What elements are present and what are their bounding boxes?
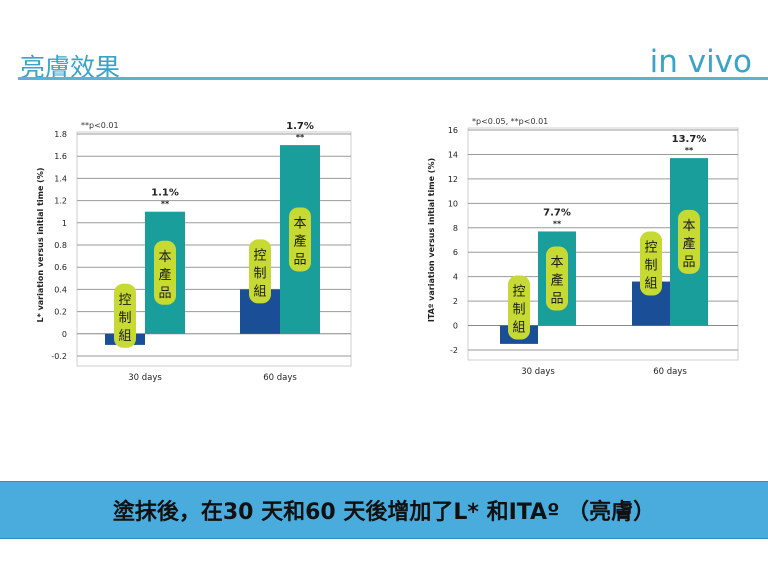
page-subtitle: in vivo	[649, 44, 752, 80]
chart1-y-tick-label: 1.4	[54, 174, 67, 183]
chart1-series-name-char: 制	[253, 266, 266, 281]
chart1-y-tick-label: -0.2	[51, 352, 67, 361]
chart1-series-name-char: 產	[293, 233, 306, 249]
chart1-plot-frame	[76, 131, 352, 367]
chart1-series-name-char: 品	[158, 286, 171, 301]
summary-banner: 塗抹後，在30 天和60 天後增加了L* 和ITAº （亮膚）	[0, 481, 768, 539]
chart2-series-name-char: 控	[512, 285, 525, 300]
chart2-y-tick-label: 10	[448, 199, 458, 208]
chart2-y-tick-label: -2	[450, 346, 458, 355]
chart1-significance-mark: **	[161, 200, 170, 209]
chart2-significance-mark: **	[553, 219, 562, 228]
chart1-significance-note: **p<0.01	[81, 121, 119, 130]
chart2-series-name-char: 制	[512, 303, 525, 318]
chart2-y-tick-label: 8	[453, 224, 458, 233]
chart1-y-tick-label: 1.2	[54, 197, 67, 206]
chart1-series-label-pill	[154, 240, 176, 305]
chart2-y-tick-label: 0	[453, 322, 458, 331]
chart1-y-tick-label: 1.8	[54, 130, 67, 139]
chart1-significance-mark: **	[296, 133, 305, 142]
chart2-data-label: 7.7%	[543, 207, 571, 218]
chart2-series-name-char: 控	[644, 241, 657, 256]
chart1-series-label-pill	[249, 239, 271, 304]
ita-bar-chart: *p<0.05, **p<0.01 -2 0 2 4 6 8 10 12 14 16 ITAº var…	[427, 117, 739, 377]
chart2-x-tick-label: 60 days	[653, 367, 687, 377]
chart2-series-name-char: 本	[550, 256, 563, 271]
chart2-y-tick-label: 16	[448, 126, 458, 135]
chart2-significance-note: *p<0.05, **p<0.01	[472, 117, 548, 126]
chart1-x-tick-label: 30 days	[128, 373, 162, 382]
chart2-series-label-pill	[640, 231, 662, 296]
chart1-y-tick-label: 1.6	[54, 152, 67, 161]
chart1-series-name-char: 控	[253, 248, 266, 263]
chart1-y-axis-label: L* variation versus initial time (%)	[36, 167, 45, 322]
chart1-series-name-char: 本	[158, 250, 171, 265]
chart2-series-name-char: 本	[682, 219, 695, 234]
chart1-y-tick-label: 0	[62, 330, 67, 339]
chart1-series-name-char: 產	[158, 267, 171, 283]
chart1-series-name-char: 品	[293, 252, 306, 267]
chart2-y-tick-label: 12	[448, 175, 458, 184]
chart2-plot-frame	[467, 127, 739, 361]
chart2-series-label-pill	[678, 209, 700, 274]
chart2-y-tick-label: 2	[453, 297, 458, 306]
chart2-x-tick-label: 30 days	[521, 367, 555, 377]
chart2-series-name-char: 品	[550, 292, 563, 307]
chart1-y-tick-label: 1	[62, 219, 67, 228]
summary-text: 塗抹後，在30 天和60 天後增加了L* 和ITAº （亮膚）	[112, 500, 656, 525]
chart1-series-name-char: 組	[253, 284, 266, 299]
chart2-series-label-pill	[546, 246, 568, 311]
chart1-series-name-char: 制	[118, 311, 131, 326]
chart1-x-tick-label: 60 days	[263, 373, 297, 382]
chart2-series-name-char: 制	[644, 259, 657, 274]
chart1-series-name-char: 組	[118, 329, 131, 344]
chart1-y-tick-label: 0.4	[54, 285, 67, 294]
title-divider	[18, 77, 768, 80]
chart1-series-label-pill	[289, 207, 311, 272]
chart1-y-tick-label: 0.8	[54, 241, 67, 250]
chart1-series-name-char: 本	[293, 216, 306, 231]
chart2-y-tick-label: 14	[448, 150, 458, 159]
l-star-bar-chart: **p<0.01 -0.2 0 0.2 0.4 0.6 0.8 1 1.2 1.4 1.6 1.8 L*…	[36, 121, 352, 382]
chart1-series-label-pill	[114, 283, 136, 348]
chart2-significance-mark: **	[685, 146, 694, 155]
chart2-y-axis-label: ITAº variation versus initial time (%)	[427, 158, 436, 322]
chart2-series-name-char: 產	[550, 273, 563, 289]
chart2-series-name-char: 組	[512, 321, 525, 336]
chart2-series-name-char: 組	[644, 277, 657, 292]
chart2-series-name-char: 品	[682, 255, 695, 270]
chart2-series-name-char: 產	[682, 236, 695, 252]
chart1-data-label: 1.7%	[286, 121, 314, 132]
chart2-data-label: 13.7%	[672, 134, 707, 145]
chart1-y-tick-label: 0.6	[54, 263, 67, 272]
chart1-data-label: 1.1%	[151, 188, 179, 199]
chart2-y-tick-label: 6	[453, 248, 458, 257]
chart2-series-label-pill	[508, 275, 530, 340]
chart2-y-tick-label: 4	[453, 273, 458, 282]
chart1-series-name-char: 控	[118, 293, 131, 308]
chart1-y-tick-label: 0.2	[54, 308, 67, 317]
